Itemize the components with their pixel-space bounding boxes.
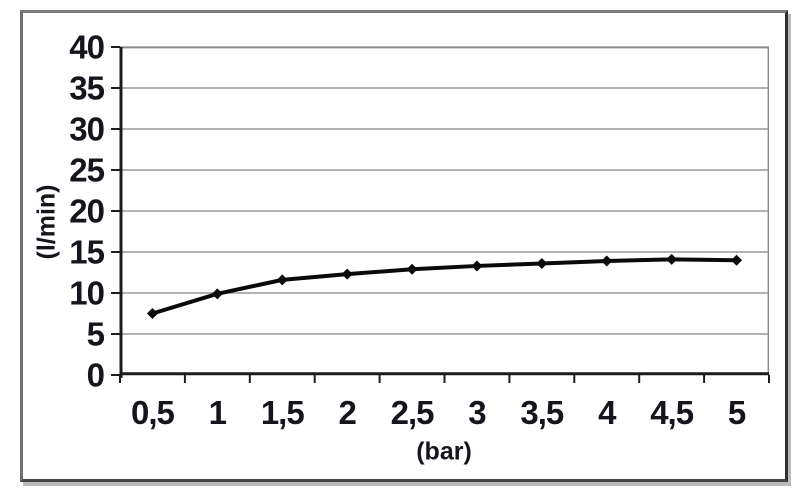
y-tick-label: 0: [86, 356, 105, 394]
flow-vs-pressure-chart: (l/min) 0 5 10 15 20 25 30 35 40 0,5 1 1,5 2 2,5 3 3,5…: [23, 13, 785, 479]
y-tick-label: 15: [69, 233, 105, 271]
y-tick-label: 35: [69, 69, 105, 107]
data-point-marker: [341, 268, 353, 280]
x-tick-label: 4,5: [650, 394, 694, 431]
data-point-marker: [406, 263, 418, 275]
data-point-marker: [666, 253, 678, 265]
x-axis-tick-labels: 0,5 1 1,5 2 2,5 3 3,5 4 4,5 5: [23, 13, 785, 479]
y-tick-label: 5: [86, 315, 105, 353]
y-axis-tick-labels: 0 5 10 15 20 25 30 35 40: [23, 13, 105, 479]
x-tick-label: 2,5: [390, 394, 435, 431]
y-tick-label: 30: [69, 110, 105, 148]
y-tick-label: 20: [69, 192, 105, 230]
y-tick-label: 25: [69, 151, 105, 189]
data-point-marker: [601, 255, 613, 267]
data-point-marker: [146, 308, 158, 319]
data-point-marker: [211, 288, 223, 300]
x-tick-label: 1: [208, 394, 227, 431]
x-tick-label: 3: [468, 394, 486, 431]
data-point-marker: [471, 260, 483, 272]
x-tick-label: 0,5: [131, 394, 175, 431]
plot-area: [111, 46, 770, 383]
y-tick-label: 10: [69, 274, 105, 312]
x-axis-title: (bar): [416, 437, 472, 466]
data-point-marker: [276, 274, 288, 286]
chart-frame: (l/min) 0 5 10 15 20 25 30 35 40 0,5 1 1,5 2 2,5 3 3,5…: [20, 10, 788, 482]
data-point-marker: [536, 257, 548, 269]
data-point-marker: [731, 254, 743, 266]
series-line: [150, 257, 739, 316]
x-tick-label: 1,5: [260, 394, 305, 431]
y-tick-label: 40: [69, 28, 105, 66]
x-tick-label: 3,5: [520, 394, 564, 431]
x-tick-label: 4: [598, 394, 616, 431]
x-tick-label: 5: [727, 394, 746, 431]
x-tick-label: 2: [338, 394, 356, 431]
